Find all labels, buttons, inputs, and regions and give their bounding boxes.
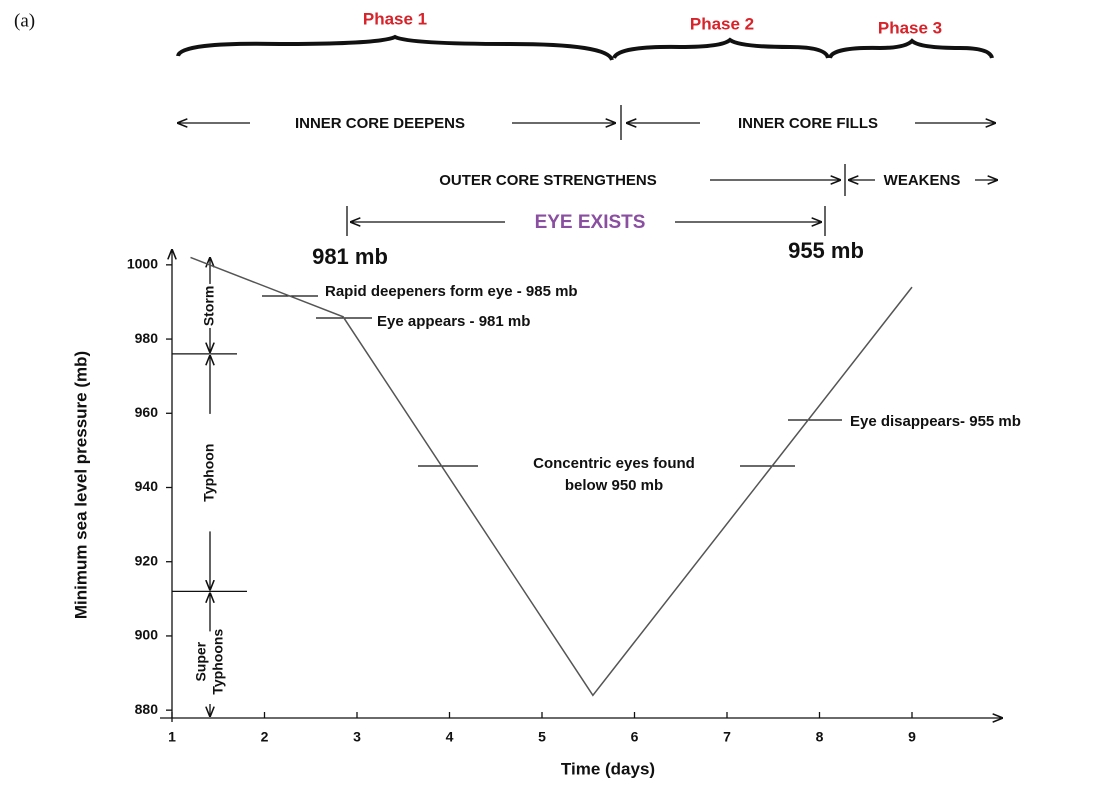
band-label: Typhoons [210, 629, 226, 695]
y-tick-label: 940 [135, 478, 159, 494]
x-tick-label: 3 [353, 729, 361, 745]
band-label: Storm [201, 286, 217, 326]
stage-label: WEAKENS [884, 172, 961, 189]
x-tick-label: 4 [446, 729, 454, 745]
y-tick-label: 920 [135, 552, 159, 568]
annotation: below 950 mb [565, 477, 663, 494]
band-label: Super [193, 641, 209, 681]
band-label: Typhoon [201, 444, 217, 502]
x-axis-label: Time (days) [561, 759, 655, 778]
annotation: Rapid deepeners form eye - 985 mb [325, 283, 578, 300]
stage-arrows [178, 105, 997, 236]
panel-label: (a) [14, 10, 35, 31]
eye-start-label: 981 mb [312, 244, 388, 269]
stage-label: OUTER CORE STRENGTHENS [439, 172, 657, 189]
y-axis-label: Minimum sea level pressure (mb) [71, 351, 90, 619]
x-tick-label: 6 [631, 729, 639, 745]
y-tick-label: 960 [135, 404, 159, 420]
x-tick-label: 1 [168, 729, 176, 745]
stage-label: INNER CORE DEEPENS [295, 115, 465, 132]
x-tick-label: 7 [723, 729, 731, 745]
y-tick-label: 900 [135, 627, 159, 643]
x-tick-label: 8 [816, 729, 824, 745]
phase-label: Phase 3 [878, 18, 942, 37]
annotation: Eye disappears- 955 mb [850, 413, 1021, 430]
y-tick-label: 980 [135, 330, 159, 346]
x-tick-label: 9 [908, 729, 916, 745]
phase-label: Phase 1 [363, 9, 427, 28]
phase-braces [176, 34, 994, 61]
y-tick-label: 1000 [127, 256, 158, 272]
annotation-leaders [262, 295, 842, 467]
stage-label: INNER CORE FILLS [738, 115, 878, 132]
annotation: Eye appears - 981 mb [377, 313, 530, 330]
eye-end-label: 955 mb [788, 238, 864, 263]
x-tick-label: 2 [261, 729, 269, 745]
eye-exists-label: EYE EXISTS [535, 212, 646, 233]
pressure-line [190, 256, 913, 697]
y-tick-label: 880 [135, 701, 159, 717]
annotation: Concentric eyes found [533, 455, 695, 472]
x-tick-label: 5 [538, 729, 546, 745]
phase-label: Phase 2 [690, 14, 754, 33]
